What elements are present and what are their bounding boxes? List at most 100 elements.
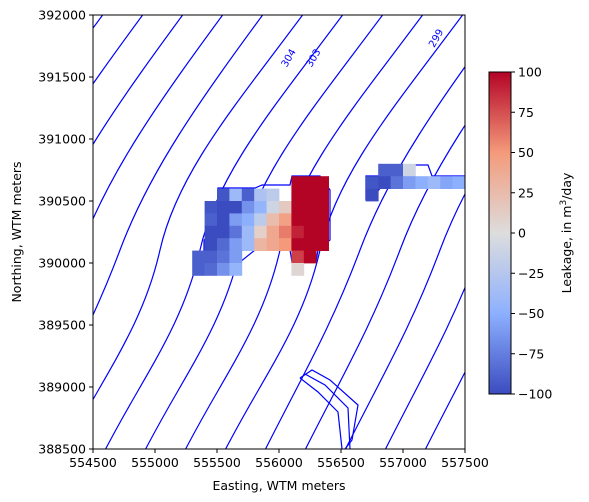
leakage-cell (217, 250, 230, 264)
leakage-cell (316, 213, 329, 227)
leakage-cell (303, 250, 317, 264)
leakage-cell (303, 225, 317, 239)
leakage-cell (204, 250, 218, 264)
leakage-cell (192, 250, 205, 264)
y-tick-label: 391500 (38, 70, 86, 85)
leakage-cell (217, 238, 230, 251)
leakage-cell (415, 176, 429, 189)
leakage-cell (365, 176, 379, 189)
leakage-cell (217, 225, 230, 239)
leakage-cell (291, 176, 305, 189)
leakage-cell (279, 213, 292, 227)
y-tick-label: 389000 (38, 380, 86, 395)
leakage-cell (303, 201, 317, 214)
y-tick-label: 391000 (38, 132, 86, 147)
leakage-cell (378, 176, 391, 189)
colorbar-tick-label: 0 (518, 226, 526, 241)
leakage-cell (204, 238, 218, 251)
leakage-cell (440, 176, 453, 189)
leakage-cell (279, 201, 292, 214)
contour-line (424, 370, 465, 449)
colorbar (488, 71, 512, 395)
leakage-cell (291, 225, 305, 239)
colorbar-tick-label: −75 (518, 346, 544, 361)
y-tick-label: 388500 (38, 442, 86, 457)
leakage-cell (303, 238, 317, 251)
colorbar-tick-label: −100 (518, 387, 552, 402)
colorbar-tick-label: −50 (518, 306, 544, 321)
leakage-cell (427, 176, 441, 189)
x-tick-label: 557000 (379, 455, 427, 470)
x-axis-ticks: 554500 555000 555500 556000 556500 557000 5575… (69, 449, 489, 470)
leakage-cell (254, 201, 267, 214)
leakage-cell (229, 225, 243, 239)
y-axis-label: Northing, WTM meters (9, 161, 24, 302)
colorbar-tick-label: 50 (518, 145, 534, 160)
leakage-cell (316, 225, 329, 239)
contour-line (104, 15, 344, 449)
x-tick-label: 556500 (317, 455, 365, 470)
colorbar-ticks: 100 75 50 25 0 −25 −50 −75 −100 (511, 65, 552, 402)
leakage-cell (241, 225, 255, 239)
contour-label: 304 (280, 47, 299, 69)
contour-line (304, 124, 465, 449)
leakage-cell (254, 238, 267, 251)
leakage-cell (241, 238, 255, 251)
contour-labels: 304 303 299 (280, 28, 447, 70)
leakage-cell (403, 163, 416, 177)
leakage-cell (254, 188, 267, 202)
leakage-cell (229, 201, 243, 214)
y-tick-label: 390000 (38, 256, 86, 271)
leakage-cell (217, 188, 230, 202)
leakage-cell (316, 201, 329, 214)
leakage-cell (291, 188, 305, 202)
leakage-cell (229, 188, 243, 202)
leakage-cell (266, 201, 280, 214)
x-tick-label: 554500 (69, 455, 117, 470)
y-tick-label: 389500 (38, 318, 86, 333)
leakage-cell (241, 188, 255, 202)
x-tick-label: 555000 (131, 455, 179, 470)
leakage-cell (204, 201, 218, 214)
contour-label: 303 (304, 47, 323, 69)
y-tick-label: 392000 (38, 8, 86, 23)
x-tick-label: 556000 (255, 455, 303, 470)
leakage-cell (204, 263, 218, 276)
contour-label: 299 (427, 28, 446, 50)
contour-line (93, 15, 304, 401)
colorbar-tick-label: 25 (518, 185, 534, 200)
leakage-cell (192, 263, 205, 276)
leakage-cell (266, 213, 280, 227)
y-tick-label: 390500 (38, 194, 86, 209)
leakage-cell (291, 201, 305, 214)
leakage-cell (254, 225, 267, 239)
contour-line (304, 373, 351, 449)
leakage-cell (217, 263, 230, 276)
leakage-cell (291, 238, 305, 251)
leakage-cell (378, 163, 391, 177)
leakage-cell (279, 238, 292, 251)
contour-line (299, 369, 359, 449)
leakage-cell (229, 213, 243, 227)
leakage-cell (266, 225, 280, 239)
leakage-cell (241, 213, 255, 227)
contour-line (264, 65, 465, 449)
leakage-cell (291, 250, 305, 264)
leakage-cell (229, 238, 243, 251)
leakage-cell (316, 188, 329, 202)
leakage-cell (241, 201, 255, 214)
y-axis-ticks: 388500 389000 389500 390000 390500 391000 3915… (38, 8, 93, 457)
leakage-cell (254, 213, 267, 227)
leakage-cell (390, 163, 404, 177)
leakage-cell (204, 213, 218, 227)
leakage-cell (303, 188, 317, 202)
x-tick-label: 555500 (193, 455, 241, 470)
leakage-cells (192, 163, 465, 276)
leakage-cell (229, 263, 243, 276)
colorbar-tick-label: 100 (518, 65, 542, 80)
leakage-cell (204, 225, 218, 239)
leakage-cell (316, 176, 329, 189)
leakage-cell (303, 176, 317, 189)
leakage-cell (291, 213, 305, 227)
leakage-cell (365, 188, 379, 202)
